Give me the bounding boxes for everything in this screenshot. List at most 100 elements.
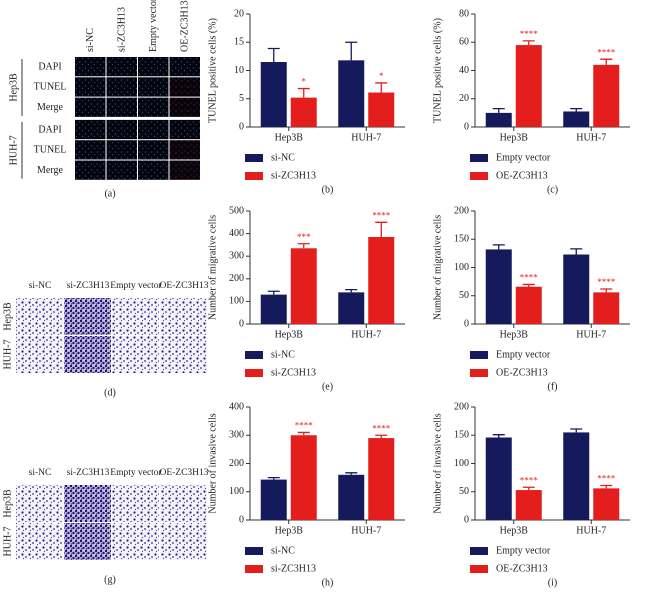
panel-label: (b) [322, 184, 334, 195]
panel-label: (a) [104, 188, 115, 199]
legend-label: si-ZC3H13 [271, 170, 316, 181]
micrograph [169, 119, 200, 140]
x-tick-label: HUH-7 [576, 525, 606, 536]
legend-swatch [470, 154, 488, 162]
y-tick-label: 0 [239, 514, 244, 525]
micrograph [16, 336, 63, 373]
y-tick-label: 100 [229, 486, 244, 497]
significance: **** [597, 277, 616, 287]
significance: * [302, 77, 307, 87]
micrograph [138, 119, 169, 140]
legend-label: Empty vector [496, 545, 551, 556]
column-label: Empty vector [110, 281, 162, 291]
bar [515, 45, 542, 128]
x-tick-label: Hep3B [275, 525, 304, 536]
error-bar [522, 283, 535, 287]
row-label: Hep3B [2, 302, 13, 331]
micrograph [138, 77, 169, 97]
significance: *** [297, 232, 311, 242]
micrograph [169, 160, 200, 180]
micrograph [106, 140, 137, 160]
error-bar [570, 428, 583, 433]
micrograph [64, 485, 111, 522]
y-tick-label: 0 [464, 514, 469, 525]
x-tick-label: Hep3B [500, 525, 529, 536]
micrograph [138, 140, 169, 160]
error-bar [492, 244, 505, 250]
y-tick-label: 0 [239, 318, 244, 329]
y-tick-label: 200 [229, 458, 244, 469]
y-axis-label: TUNEL positive cells (%) [207, 18, 218, 123]
panel-label: (f) [548, 381, 558, 392]
x-tick-label: Hep3B [275, 132, 304, 143]
y-tick-label: 10 [234, 65, 244, 76]
legend-swatch [470, 369, 488, 377]
significance: **** [520, 475, 539, 485]
bar [593, 292, 620, 324]
legend-label: si-NC [271, 545, 295, 556]
y-tick-label: 400 [229, 228, 244, 239]
x-tick-label: HUH-7 [351, 525, 381, 536]
group-label: HUH-7 [8, 135, 19, 165]
row-label: Hep3B [2, 489, 13, 518]
row-label: HUH-7 [2, 340, 13, 370]
micrograph [106, 160, 137, 180]
y-tick-label: 60 [459, 37, 469, 48]
row-label: HUH-7 [2, 527, 13, 557]
significance: **** [295, 420, 314, 430]
bar [290, 97, 317, 127]
column-label: si-ZC3H13 [67, 468, 110, 478]
significance: **** [520, 29, 539, 39]
y-tick-label: 300 [229, 430, 244, 441]
column-label: si-ZC3H13 [67, 281, 110, 291]
legend-label: Empty vector [496, 152, 551, 163]
error-bar [522, 486, 535, 491]
panel-label: (e) [322, 381, 333, 392]
y-tick-label: 20 [234, 8, 244, 19]
y-tick-label: 100 [454, 458, 469, 469]
row-label: DAPI [38, 61, 61, 72]
column-label: si-ZC3H13 [117, 7, 128, 52]
y-tick-label: 0 [239, 121, 244, 132]
error-bar [345, 41, 358, 61]
micrograph [160, 523, 207, 560]
micrograph [169, 97, 200, 117]
error-bar [267, 47, 280, 63]
error-bar [522, 40, 535, 46]
bar [485, 112, 512, 127]
column-label: si-NC [29, 468, 52, 478]
error-bar [375, 221, 388, 237]
bar [563, 254, 590, 324]
micrograph [75, 57, 106, 77]
bar [368, 438, 395, 520]
error-bar [600, 288, 613, 293]
row-label: TUNEL [34, 82, 67, 93]
legend-label: si-ZC3H13 [271, 367, 316, 378]
y-tick-label: 80 [459, 8, 469, 19]
group-label: Hep3B [8, 73, 19, 102]
micrograph [160, 485, 207, 522]
legend-label: OE-ZC3H13 [496, 563, 548, 574]
significance: * [379, 71, 384, 81]
x-tick-label: Hep3B [275, 329, 304, 340]
column-label: si-NC [29, 281, 52, 291]
row-label: DAPI [38, 124, 61, 135]
micrograph [169, 57, 200, 77]
x-tick-label: HUH-7 [351, 329, 381, 340]
micrograph [75, 140, 106, 160]
micrograph [75, 77, 106, 97]
micrograph [75, 119, 106, 140]
significance: **** [520, 273, 539, 283]
bar [338, 292, 365, 324]
error-bar [570, 107, 583, 112]
y-tick-label: 0 [464, 121, 469, 132]
row-label: Merge [37, 102, 63, 113]
y-tick-label: 200 [454, 205, 469, 216]
y-tick-label: 100 [229, 296, 244, 307]
micrograph [138, 160, 169, 180]
error-bar [345, 288, 358, 293]
error-bar [570, 248, 583, 255]
panel-label: (h) [322, 577, 334, 588]
error-bar [375, 82, 388, 93]
